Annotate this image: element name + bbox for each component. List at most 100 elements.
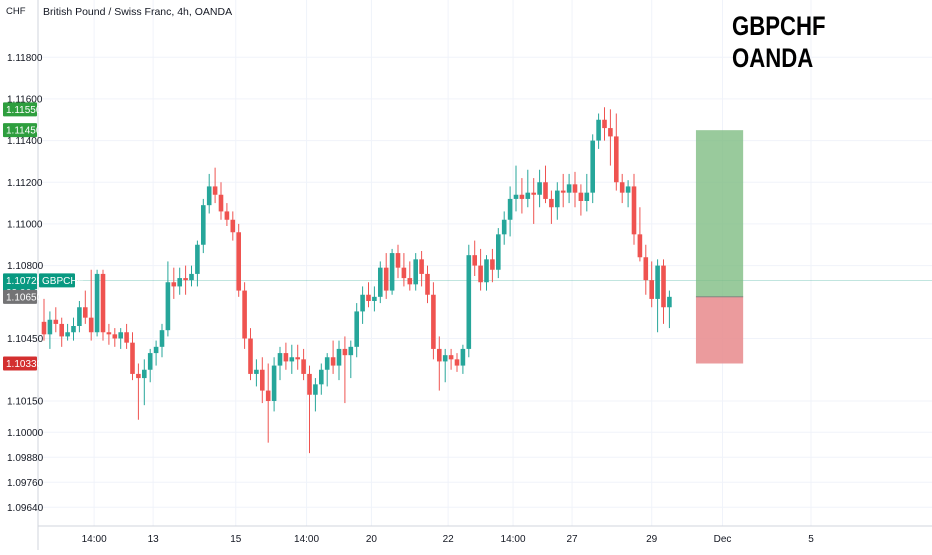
candle-body <box>41 321 47 335</box>
candle-body <box>513 194 519 199</box>
time-tick-label: 29 <box>646 534 658 545</box>
watermark-broker: OANDA <box>732 43 814 73</box>
candle-body <box>295 357 300 360</box>
candle-body <box>472 255 477 266</box>
stop-price-badge-text: 1.10330 <box>6 359 43 370</box>
candle-body <box>47 319 53 335</box>
candle-body <box>260 369 265 391</box>
symbol-title[interactable]: British Pound / Swiss Franc, 4h, OANDA <box>43 6 233 18</box>
candle-body <box>625 186 631 193</box>
time-tick-label: 14:00 <box>82 534 107 545</box>
symbol-tag-text: GBPCHF <box>42 276 84 287</box>
time-tick-label: 13 <box>148 534 160 545</box>
candle-body <box>230 219 236 233</box>
candle-body <box>324 357 330 370</box>
candle-body <box>366 294 371 301</box>
candle-body <box>378 267 383 297</box>
stop-zone[interactable] <box>695 296 744 364</box>
time-tick-label: 22 <box>443 534 455 545</box>
watermark-symbol: GBPCHF <box>732 11 826 41</box>
candle-body <box>236 232 241 291</box>
candle-body <box>142 369 147 379</box>
candle-body <box>124 332 129 343</box>
candle-body <box>484 259 489 283</box>
candle-body <box>448 355 454 360</box>
time-tick-label: 5 <box>808 534 814 545</box>
candle-body <box>496 234 501 270</box>
candle-body <box>153 346 159 354</box>
candle-body <box>614 136 619 183</box>
candle-body <box>525 192 531 199</box>
candle-body <box>661 265 666 308</box>
candle-body <box>537 182 542 195</box>
candle-body <box>319 369 324 385</box>
price-tick-label: 1.10000 <box>7 428 44 439</box>
candle-body <box>596 119 601 141</box>
candle-body <box>330 357 336 366</box>
candles-layer <box>41 107 672 454</box>
target-zone[interactable] <box>695 130 744 297</box>
candle-body <box>419 259 424 274</box>
candle-body <box>590 140 595 193</box>
candle-body <box>289 357 295 362</box>
candle-body <box>224 211 230 220</box>
candle-body <box>389 253 395 291</box>
time-axis[interactable]: 14:00 13 15 14:00 20 22 14:00 27 29 Dec 5 <box>38 525 932 545</box>
entry-price-badge: 1.10650 <box>3 289 43 304</box>
candle-body <box>77 307 82 326</box>
price-tick-label: 1.11200 <box>7 178 43 189</box>
price-tick-label: 1.10450 <box>7 334 44 345</box>
time-tick-label: 14:00 <box>294 534 319 545</box>
time-tick-label: 14:00 <box>501 534 526 545</box>
candle-body <box>490 259 495 270</box>
candle-body <box>301 359 306 374</box>
price-tick-label: 1.11600 <box>7 94 43 105</box>
candle-body <box>342 348 348 356</box>
candle-body <box>171 282 177 287</box>
price-axis[interactable]: 1.11800 1.11600 1.11400 1.11200 1.11000 1.108… <box>7 0 44 550</box>
candle-body <box>549 198 554 208</box>
candle-body <box>283 353 289 362</box>
candle-body <box>555 190 560 208</box>
candle-body <box>206 186 212 206</box>
candle-body <box>431 294 436 349</box>
candle-body <box>248 338 253 374</box>
candle-body <box>442 355 448 362</box>
position-zones[interactable] <box>695 130 744 364</box>
candle-body <box>165 282 171 331</box>
time-tick-label: 27 <box>566 534 578 545</box>
target-price-badge: 1.11450 <box>3 123 42 138</box>
candle-body <box>372 296 377 301</box>
candle-body <box>112 334 118 339</box>
candle-body <box>413 259 418 285</box>
candle-body <box>100 273 106 333</box>
candle-body <box>501 219 507 235</box>
candle-body <box>212 186 218 195</box>
candle-body <box>584 192 590 201</box>
symbol-tag-bg <box>39 273 75 288</box>
tp-upper-badge-bg <box>3 102 37 117</box>
candle-body <box>277 353 283 366</box>
candle-body <box>360 294 365 312</box>
candle-body <box>478 265 483 283</box>
candle-body <box>655 265 660 299</box>
candle-body <box>637 234 643 258</box>
price-tick-label: 1.11800 <box>7 53 43 64</box>
candle-body <box>543 182 548 199</box>
candle-body <box>189 273 194 281</box>
tp-upper-badge: 1.11550 <box>3 102 42 117</box>
candle-body <box>106 332 112 335</box>
price-tick-label: 1.11400 <box>7 136 43 147</box>
target-price-badge-text: 1.11450 <box>6 126 42 137</box>
candle-body <box>608 128 613 137</box>
grid-layer <box>38 0 932 526</box>
entry-price-badge-text: 1.10650 <box>6 292 43 303</box>
candle-body <box>460 348 466 366</box>
candle-body <box>65 332 70 337</box>
candle-body <box>130 342 135 374</box>
time-tick-label: 20 <box>366 534 378 545</box>
candle-body <box>147 353 153 370</box>
candle-body <box>383 267 389 291</box>
